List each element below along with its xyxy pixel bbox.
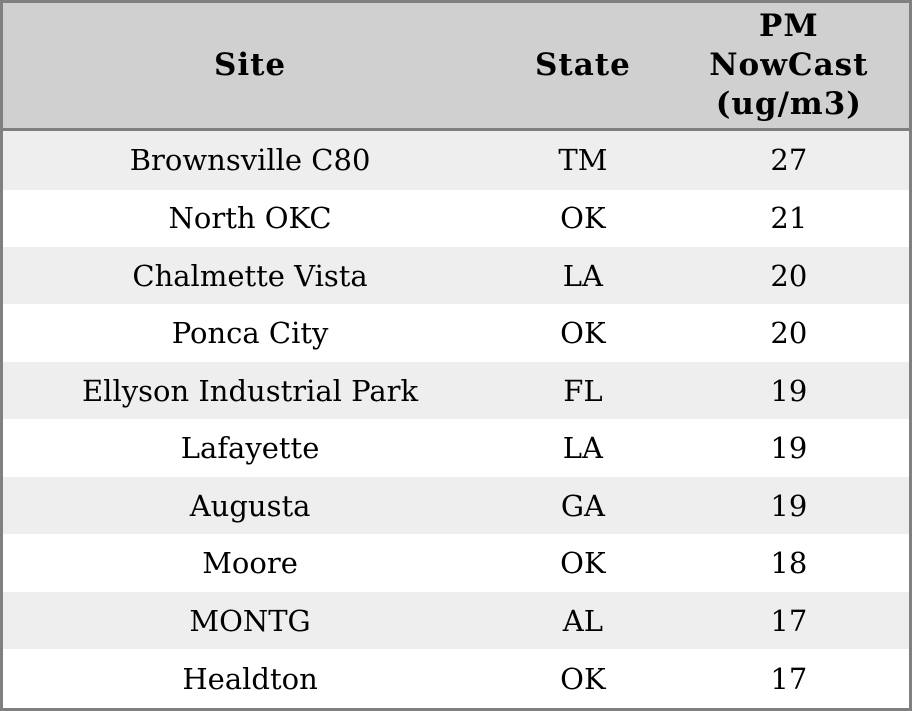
table-row: Chalmette Vista LA 20: [1, 247, 911, 305]
pm-cell: 20: [668, 304, 911, 362]
site-cell: Augusta: [1, 476, 498, 535]
table-row: MONTG AL 17: [1, 591, 911, 650]
state-cell: OK: [497, 189, 669, 247]
table-row: Ellyson Industrial Park FL 19: [1, 361, 911, 420]
table-row: Lafayette LA 19: [1, 419, 911, 477]
pm-cell: 18: [668, 534, 911, 592]
state-cell: OK: [497, 534, 669, 592]
state-cell: LA: [497, 419, 669, 477]
pm-cell: 19: [668, 361, 911, 420]
pm-cell: 19: [668, 419, 911, 477]
site-cell: Ellyson Industrial Park: [1, 361, 498, 420]
pm-cell: 17: [668, 649, 911, 710]
state-cell: OK: [497, 649, 669, 710]
pm-cell: 27: [668, 129, 911, 190]
table-row: Ponca City OK 20: [1, 304, 911, 362]
state-cell: AL: [497, 591, 669, 650]
site-cell: Ponca City: [1, 304, 498, 362]
pm-cell: 21: [668, 189, 911, 247]
pm-cell: 19: [668, 476, 911, 535]
table-row: North OKC OK 21: [1, 189, 911, 247]
site-cell: Chalmette Vista: [1, 247, 498, 305]
pm-cell: 20: [668, 247, 911, 305]
header-site: Site: [1, 1, 498, 131]
state-cell: FL: [497, 361, 669, 420]
site-cell: MONTG: [1, 591, 498, 650]
state-cell: OK: [497, 304, 669, 362]
table-row: Augusta GA 19: [1, 476, 911, 535]
site-cell: Lafayette: [1, 419, 498, 477]
state-cell: TM: [497, 129, 669, 190]
site-cell: Moore: [1, 534, 498, 592]
table-header: Site State PM NowCast (ug/m3): [1, 1, 911, 131]
table-body: Brownsville C80 TM 27 North OKC OK 21 Ch…: [1, 129, 911, 710]
site-cell: Brownsville C80: [1, 129, 498, 190]
header-pm-nowcast: PM NowCast (ug/m3): [668, 1, 911, 131]
header-state: State: [497, 1, 669, 131]
table-row: Brownsville C80 TM 27: [1, 129, 911, 190]
table-row: Healdton OK 17: [1, 649, 911, 710]
site-cell: Healdton: [1, 649, 498, 710]
table-header-row: Site State PM NowCast (ug/m3): [1, 1, 911, 131]
pm-cell: 17: [668, 591, 911, 650]
site-cell: North OKC: [1, 189, 498, 247]
state-cell: GA: [497, 476, 669, 535]
table-row: Moore OK 18: [1, 534, 911, 592]
state-cell: LA: [497, 247, 669, 305]
